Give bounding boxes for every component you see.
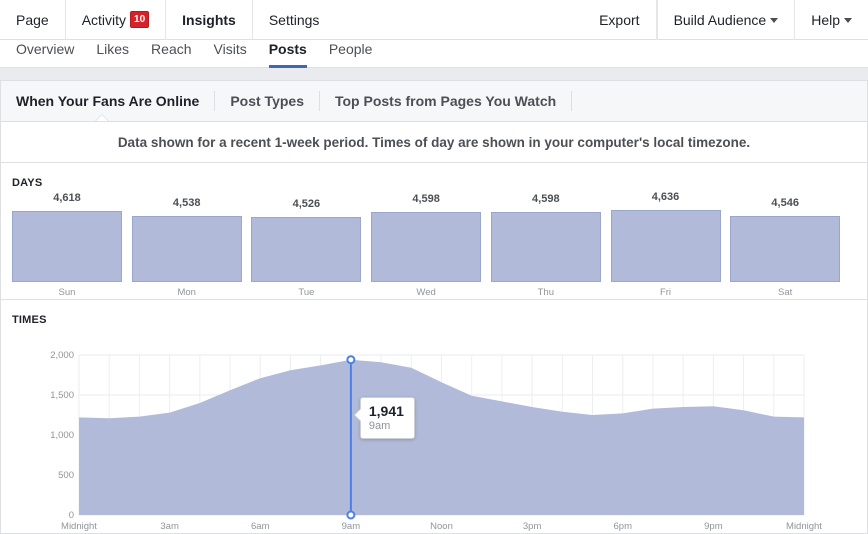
nav-activity[interactable]: Activity 10	[66, 0, 167, 40]
tab-visits-label: Visits	[213, 41, 247, 57]
day-bar[interactable]	[251, 216, 362, 282]
day-axis-label: Tue	[298, 287, 315, 298]
day-axis-label: Sat	[778, 287, 793, 298]
day-value-label: 4,526	[292, 197, 321, 210]
day-bar[interactable]	[131, 216, 242, 282]
y-tick-label: 1,000	[50, 430, 74, 441]
x-tick-label: 6am	[251, 521, 270, 532]
tooltip-value: 1,941	[368, 403, 404, 420]
nav-page[interactable]: Page	[0, 0, 66, 40]
tab-post-types-label: Post Types	[230, 93, 304, 109]
day-value-label: 4,636	[651, 190, 680, 203]
help-label: Help	[811, 11, 840, 28]
export-label: Export	[599, 11, 640, 28]
x-tick-label: Noon	[430, 521, 453, 532]
day-value-label: 4,538	[172, 197, 201, 210]
day-bar[interactable]	[371, 212, 482, 282]
y-tick-label: 1,500	[50, 390, 74, 401]
day-bar[interactable]	[730, 215, 841, 282]
tab-likes[interactable]: Likes	[86, 40, 139, 68]
x-tick-label: Midnight	[61, 521, 97, 532]
insights-subnav: Overview Likes Reach Visits Posts People	[0, 40, 868, 68]
day-value-label: 4,618	[53, 192, 81, 205]
day-axis-label: Wed	[416, 287, 436, 298]
tab-when-fans-online[interactable]: When Your Fans Are Online	[1, 91, 216, 111]
timezone-notice: Data shown for a recent 1-week period. T…	[1, 122, 867, 163]
tab-post-types[interactable]: Post Types	[215, 91, 320, 111]
day-value-label: 4,598	[532, 193, 560, 206]
nav-page-label: Page	[16, 11, 49, 28]
export-button[interactable]: Export	[583, 0, 657, 40]
day-axis-label: Sun	[58, 287, 76, 298]
build-audience-dropdown[interactable]: Build Audience	[656, 0, 796, 40]
tab-likes-label: Likes	[96, 41, 130, 57]
tab-overview[interactable]: Overview	[0, 40, 84, 68]
tab-reach-label: Reach	[151, 41, 192, 57]
tab-people[interactable]: People	[319, 40, 383, 68]
tab-top-posts-label: Top Posts from Pages You Watch	[334, 93, 557, 109]
nav-spacer	[335, 0, 583, 40]
posts-panel: When Your Fans Are Online Post Types Top…	[0, 80, 868, 534]
activity-count-badge: 10	[130, 11, 150, 28]
tooltip-time: 9am	[368, 420, 391, 433]
y-tick-label: 500	[58, 470, 74, 481]
active-tab-pointer	[95, 114, 109, 122]
times-area	[79, 359, 804, 515]
day-value-label: 4,598	[412, 193, 440, 206]
tab-posts[interactable]: Posts	[259, 40, 317, 68]
help-dropdown[interactable]: Help	[795, 0, 868, 40]
tab-reach[interactable]: Reach	[141, 40, 201, 68]
nav-insights[interactable]: Insights	[166, 0, 253, 40]
tab-overview-label: Overview	[16, 41, 75, 57]
highlight-point-bottom	[346, 510, 356, 520]
nav-activity-label: Activity	[81, 11, 127, 28]
highlight-point-top	[346, 355, 356, 365]
nav-settings[interactable]: Settings	[253, 0, 336, 40]
day-axis-label: Mon	[177, 287, 196, 298]
tab-people-label: People	[328, 41, 373, 57]
x-tick-label: Midnight	[786, 521, 822, 532]
x-tick-label: 3am	[160, 521, 179, 532]
chevron-down-icon	[844, 18, 852, 23]
nav-settings-label: Settings	[268, 11, 320, 28]
day-bar[interactable]	[12, 211, 122, 282]
tab-when-fans-online-label: When Your Fans Are Online	[16, 93, 200, 109]
days-chart: DAYS 4,618 Sun 4,538 Mon 4,526 Tue 4,598 Wed 4,5…	[1, 165, 867, 300]
times-chart: TIMES 2,000 1,500 1,000 500 0 Midnight 3am 6am 9…	[1, 301, 867, 533]
day-axis-label: Fri	[659, 287, 672, 298]
day-bar[interactable]	[610, 209, 721, 282]
day-axis-label: Thu	[537, 287, 554, 298]
tab-visits[interactable]: Visits	[204, 40, 257, 68]
y-tick-label: 0	[69, 510, 74, 521]
x-tick-label: 9am	[342, 521, 361, 532]
x-tick-label: 3pm	[523, 521, 542, 532]
posts-panel-tabs: When Your Fans Are Online Post Types Top…	[1, 81, 867, 122]
day-value-label: 4,546	[771, 196, 799, 209]
build-audience-label: Build Audience	[673, 11, 767, 28]
chevron-down-icon	[770, 18, 779, 23]
x-tick-label: 6pm	[614, 521, 633, 532]
day-bar[interactable]	[490, 212, 601, 282]
hover-tooltip: 1,941 9am	[353, 397, 415, 440]
nav-insights-label: Insights	[182, 11, 236, 28]
top-nav-bar: Page Activity 10 Insights Settings Expor…	[0, 0, 868, 40]
tab-top-posts[interactable]: Top Posts from Pages You Watch	[320, 91, 573, 111]
tab-posts-label: Posts	[268, 41, 307, 57]
x-tick-label: 9pm	[704, 521, 723, 532]
y-tick-label: 2,000	[50, 350, 74, 361]
times-chart-title: TIMES	[12, 314, 47, 326]
days-chart-title: DAYS	[12, 177, 43, 189]
